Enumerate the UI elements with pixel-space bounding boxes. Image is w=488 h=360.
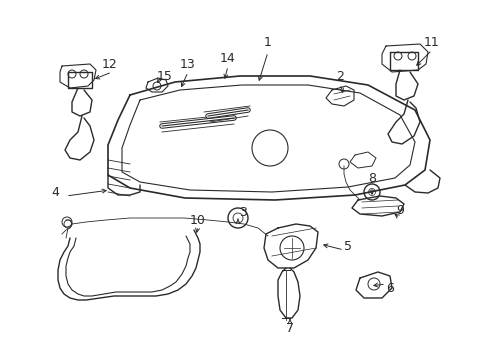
Text: 13: 13: [180, 58, 196, 72]
Text: 2: 2: [335, 69, 343, 82]
Text: 6: 6: [385, 282, 393, 294]
Text: 10: 10: [190, 213, 205, 226]
Text: 8: 8: [367, 171, 375, 184]
Text: 1: 1: [264, 36, 271, 49]
Text: 15: 15: [157, 69, 173, 82]
Text: 14: 14: [220, 51, 235, 64]
Text: 12: 12: [102, 58, 118, 72]
Text: 5: 5: [343, 240, 351, 253]
Text: 4: 4: [51, 186, 59, 199]
Text: 7: 7: [285, 321, 293, 334]
Text: 11: 11: [423, 36, 439, 49]
Text: 9: 9: [395, 203, 403, 216]
Text: 3: 3: [239, 207, 246, 220]
